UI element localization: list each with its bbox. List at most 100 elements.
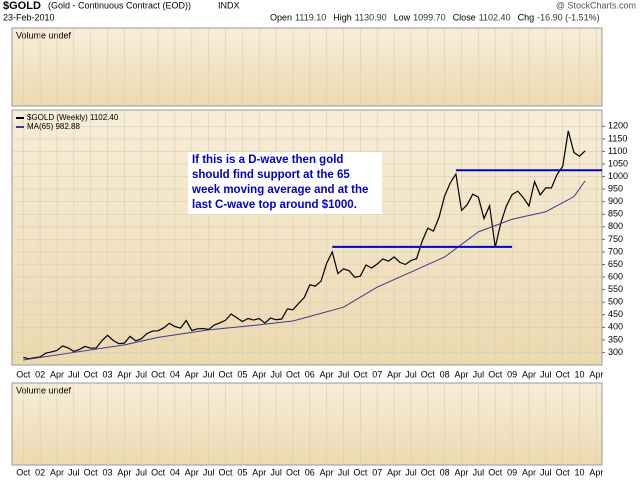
x-tick-label: Oct — [219, 467, 234, 477]
y-tick-label: 700 — [608, 246, 623, 256]
panel-label: Volume undef — [16, 30, 72, 40]
x-tick-label: 02 — [35, 467, 45, 477]
y-tick-label: 600 — [608, 271, 623, 281]
x-tick-label: Apr — [387, 467, 401, 477]
x-tick-label: Jul — [135, 467, 147, 477]
x-tick-label: 08 — [440, 369, 450, 379]
quote-label: Close — [453, 12, 476, 22]
x-tick-label: Apr — [117, 369, 131, 379]
x-tick-label: Oct — [151, 369, 166, 379]
x-tick-label: Apr — [50, 467, 64, 477]
x-tick-label: Oct — [488, 369, 503, 379]
y-tick-label: 850 — [608, 209, 623, 219]
y-tick-label: 500 — [608, 297, 623, 307]
x-tick-label: 05 — [237, 467, 247, 477]
annotation: should find support at the 65 — [192, 169, 350, 181]
x-tick-label: 10 — [575, 369, 585, 379]
y-tick-label: 1100 — [608, 146, 627, 156]
x-tick-label: Oct — [353, 467, 368, 477]
x-tick-label: Oct — [556, 467, 571, 477]
x-tick-label: 07 — [372, 467, 382, 477]
quote-value: 1130.90 — [355, 12, 387, 22]
x-tick-label: 05 — [237, 369, 247, 379]
description: (Gold - Continuous Contract (EOD)) — [48, 0, 191, 10]
x-tick-label: Jul — [203, 467, 215, 477]
x-tick-label: Oct — [219, 369, 234, 379]
x-tick-label: Apr — [117, 467, 131, 477]
x-tick-label: Oct — [286, 369, 301, 379]
y-tick-label: 550 — [608, 284, 623, 294]
x-tick-label: Apr — [252, 467, 266, 477]
x-tick-label: Oct — [16, 467, 31, 477]
x-tick-label: Apr — [185, 369, 199, 379]
x-tick-label: Oct — [151, 467, 166, 477]
x-tick-label: Oct — [16, 369, 31, 379]
x-tick-label: 09 — [507, 467, 517, 477]
y-tick-label: 300 — [608, 347, 623, 357]
annotation: last C-wave top around $1000. — [192, 199, 357, 211]
x-tick-label: Jul — [270, 467, 282, 477]
quote-label: Low — [394, 12, 411, 22]
x-tick-label: Jul — [338, 467, 350, 477]
annotation-box — [188, 152, 382, 214]
x-tick-label: Apr — [455, 369, 469, 379]
x-tick-label: Oct — [421, 369, 436, 379]
source: @ StockCharts.com — [556, 0, 636, 10]
x-tick-label: Jul — [540, 369, 552, 379]
x-tick-label: Oct — [353, 369, 368, 379]
x-tick-label: Jul — [68, 467, 80, 477]
annotation: week moving average and at the — [191, 184, 368, 196]
x-tick-label: 07 — [372, 369, 382, 379]
x-tick-label: Jul — [68, 369, 80, 379]
x-tick-label: Apr — [50, 369, 64, 379]
x-tick-label: Jul — [338, 369, 350, 379]
volume-panel — [11, 27, 603, 107]
quote-value: -16.90 (-1.51%) — [537, 12, 600, 22]
quote-value: 1099.70 — [413, 12, 446, 22]
y-tick-label: 1150 — [608, 133, 627, 143]
quote-label: Chg — [518, 12, 535, 22]
panel-label: Volume undef — [16, 385, 72, 395]
y-tick-label: 1000 — [608, 171, 628, 181]
x-tick-label: Apr — [455, 467, 469, 477]
x-tick-label: 09 — [507, 369, 517, 379]
y-tick-label: 650 — [608, 259, 623, 269]
x-tick-label: Apr — [522, 369, 536, 379]
x-tick-label: 06 — [305, 467, 315, 477]
date: 23-Feb-2010 — [3, 12, 55, 22]
x-tick-label: Oct — [421, 467, 436, 477]
x-tick-label: 02 — [35, 369, 45, 379]
price-panel — [11, 109, 603, 366]
series-line — [23, 180, 586, 361]
x-tick-label: Jul — [135, 369, 147, 379]
x-tick-label: Apr — [589, 369, 603, 379]
x-tick-label: 10 — [575, 467, 585, 477]
quote-label: High — [333, 12, 352, 22]
y-tick-label: 750 — [608, 234, 623, 244]
x-tick-label: Oct — [556, 369, 571, 379]
x-tick-label: Jul — [473, 467, 485, 477]
x-tick-label: Jul — [270, 369, 282, 379]
y-tick-label: 950 — [608, 184, 623, 194]
x-tick-label: Apr — [387, 369, 401, 379]
x-tick-label: 03 — [103, 467, 113, 477]
x-tick-label: 06 — [305, 369, 315, 379]
annotation: If this is a D-wave then gold — [192, 154, 343, 166]
x-tick-label: Jul — [203, 369, 215, 379]
x-tick-label: Apr — [320, 467, 334, 477]
quote-value: 1102.40 — [479, 12, 511, 22]
x-tick-label: Apr — [252, 369, 266, 379]
x-tick-label: Jul — [473, 369, 485, 379]
x-tick-label: Oct — [84, 467, 99, 477]
quote-label: Open — [270, 12, 292, 22]
x-tick-label: 08 — [440, 467, 450, 477]
x-tick-label: Apr — [185, 467, 199, 477]
volume-panel — [11, 382, 603, 466]
y-tick-label: 450 — [608, 309, 623, 319]
x-tick-label: Apr — [522, 467, 536, 477]
x-tick-label: 04 — [170, 467, 180, 477]
x-tick-label: Jul — [405, 369, 417, 379]
x-tick-label: Oct — [488, 467, 503, 477]
x-tick-label: Jul — [540, 467, 552, 477]
